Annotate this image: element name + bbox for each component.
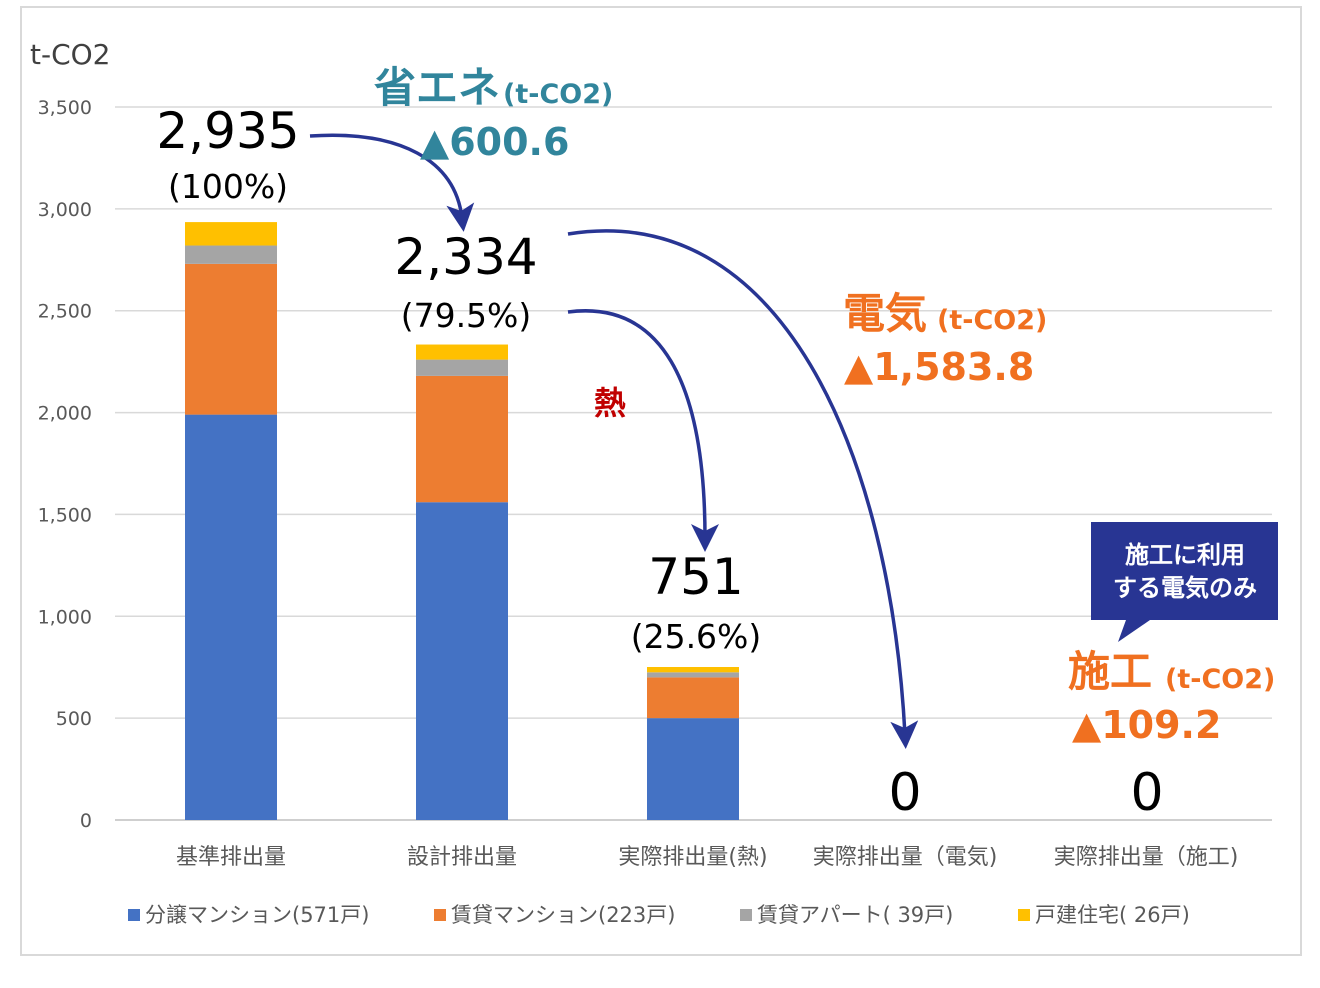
- construction-unit: (t-CO2): [1165, 664, 1275, 695]
- bar-segment: [647, 677, 739, 719]
- bar-segment: [185, 222, 277, 246]
- bar-segment: [416, 502, 508, 820]
- bar-segment: [185, 245, 277, 264]
- callout-text: する電気のみ: [1113, 574, 1257, 602]
- legend-label: 分譲マンション(571戸): [145, 903, 369, 927]
- x-tick-label: 設計排出量: [407, 845, 517, 870]
- bar-segment: [416, 375, 508, 503]
- legend-swatch: [434, 909, 446, 921]
- total-value-label: 0: [888, 763, 921, 823]
- total-value-label: 0: [1130, 763, 1163, 823]
- legend-label: 戸建住宅( 26戸): [1035, 903, 1190, 927]
- y-tick-label: 3,000: [38, 199, 92, 221]
- saving-unit: (t-CO2): [503, 79, 613, 110]
- total-value-label: 2,935: [156, 102, 299, 160]
- total-value-label: 2,334: [394, 228, 537, 286]
- bar-segment: [416, 359, 508, 376]
- y-tick-label: 2,000: [38, 403, 92, 425]
- y-axis-label: t-CO2: [30, 38, 111, 71]
- electric-unit: (t-CO2): [937, 305, 1047, 336]
- bar-segment: [647, 672, 739, 678]
- construction-value: ▲109.2: [1072, 703, 1221, 747]
- x-tick-label: 実際排出量(熱): [618, 845, 767, 870]
- x-tick-label: 実際排出量（電気): [813, 845, 998, 870]
- construction-title: 施工: [1068, 647, 1152, 696]
- legend-swatch: [740, 909, 752, 921]
- bar-segment: [647, 718, 739, 820]
- legend-swatch: [128, 909, 140, 921]
- saving-value: ▲600.6: [420, 120, 569, 164]
- callout-box: [1091, 522, 1278, 642]
- bar-segment: [185, 263, 277, 415]
- electric-title: 電気: [843, 289, 927, 338]
- callout-text: 施工に利用: [1125, 541, 1245, 569]
- bar-segment: [185, 414, 277, 820]
- total-value-label: 751: [648, 548, 743, 606]
- flow-arrow: [567, 309, 719, 552]
- legend-swatch: [1018, 909, 1030, 921]
- total-percent-label: (25.6%): [631, 617, 762, 656]
- bar-segment: [416, 344, 508, 360]
- y-tick-label: 3,500: [38, 97, 92, 119]
- total-percent-label: (100%): [168, 167, 288, 206]
- y-tick-label: 1,000: [38, 606, 92, 628]
- x-tick-label: 基準排出量: [176, 845, 286, 870]
- legend-label: 賃貸マンション(223戸): [451, 903, 675, 927]
- saving-title: 省エネ: [374, 63, 500, 112]
- y-tick-label: 500: [56, 708, 92, 730]
- flow-arrow: [309, 133, 475, 232]
- legend-label: 賃貸アパート( 39戸): [757, 903, 953, 927]
- heat-label: 熱: [594, 384, 626, 422]
- y-tick-label: 1,500: [38, 504, 92, 526]
- x-tick-label: 実際排出量（施工): [1054, 845, 1239, 870]
- bar-segment: [647, 667, 739, 673]
- y-tick-label: 0: [80, 810, 92, 832]
- flow-arrow: [567, 229, 919, 749]
- y-tick-label: 2,500: [38, 301, 92, 323]
- total-percent-label: (79.5%): [401, 296, 532, 335]
- electric-value: ▲1,583.8: [844, 345, 1034, 389]
